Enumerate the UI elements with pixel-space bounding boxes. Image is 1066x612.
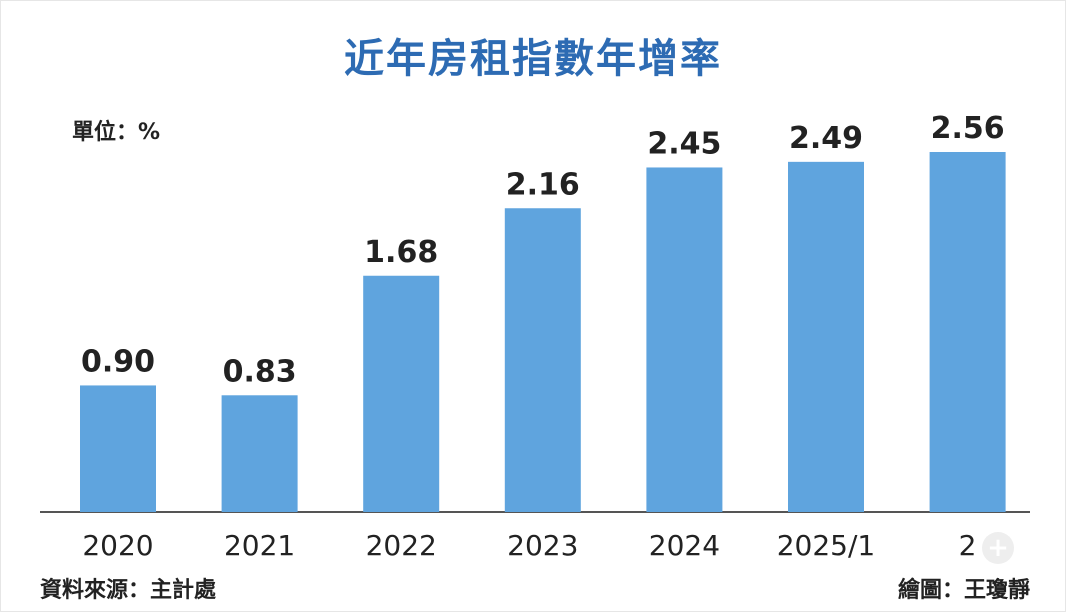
data-label-2: 2.56	[931, 111, 1005, 146]
zoom-in-icon[interactable]: +	[982, 532, 1014, 564]
data-label-2022: 1.68	[364, 235, 438, 270]
data-label-2025/1: 2.49	[789, 121, 863, 156]
source-note: 資料來源：主計處	[40, 578, 217, 603]
bar-2	[929, 152, 1006, 512]
credit-note: 繪圖：王瓊靜	[897, 578, 1030, 603]
data-label-2023: 2.16	[506, 167, 580, 202]
chart-title: 近年房租指數年增率	[344, 36, 722, 82]
x-tick-label: 2025/1	[777, 529, 876, 562]
x-tick-label: 2024	[649, 529, 720, 562]
unit-label: 單位：%	[72, 120, 161, 145]
x-tick-label: 2022	[366, 529, 437, 562]
bar-2025/1	[788, 161, 864, 512]
x-tick-label: 2023	[507, 529, 578, 562]
bar-2020	[80, 385, 156, 512]
data-label-2020: 0.90	[81, 344, 155, 379]
data-label-2021: 0.83	[223, 354, 297, 389]
bar-2021	[221, 395, 298, 512]
x-tick-label: 2020	[82, 529, 153, 562]
x-tick-label: 2	[959, 529, 977, 562]
bar-2024	[646, 167, 723, 512]
bar-2023	[504, 208, 581, 512]
bar-2022	[363, 275, 440, 512]
data-label-2024: 2.45	[647, 126, 721, 161]
x-tick-label: 2021	[224, 529, 295, 562]
